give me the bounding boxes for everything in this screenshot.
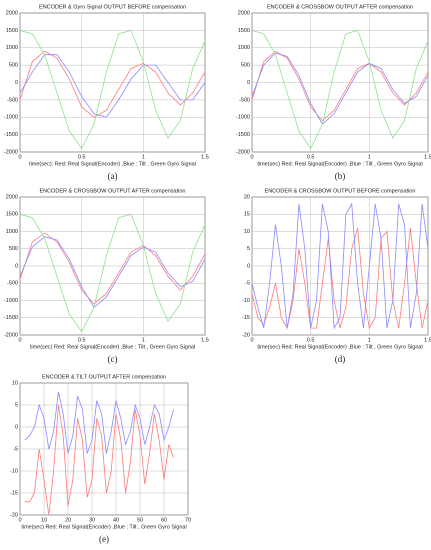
y-tick-label: -20 [242, 332, 250, 338]
y-tick-label: 1000 [6, 45, 18, 51]
caption: (e) [99, 534, 109, 544]
x-axis-label: time(sec) Red: Real Signal(Encoder) ,Blu… [257, 161, 422, 167]
x-tick-label: 1 [368, 337, 371, 343]
y-tick-label: 0 [15, 424, 18, 430]
x-tick-label: 0 [250, 337, 253, 343]
y-tick-label: 2000 [238, 10, 250, 16]
x-tick-label: 1.5 [424, 337, 431, 343]
y-tick-label: -1500 [236, 132, 250, 138]
caption: (c) [108, 354, 118, 364]
y-tick-label: 0 [15, 80, 18, 86]
chart-title: ENCODER & CROSSBOW OUTPUT AFTER compensa… [267, 4, 413, 10]
series-line [251, 227, 429, 330]
y-tick-label: -10 [10, 468, 18, 474]
series-line [19, 54, 206, 118]
caption: (a) [108, 171, 118, 181]
x-tick-label: 60 [161, 517, 167, 523]
y-tick-label: 10 [12, 380, 18, 386]
y-tick-label: 0 [15, 263, 18, 269]
y-tick-label: -10 [242, 298, 250, 304]
series-line [24, 404, 174, 516]
x-tick-label: 0 [250, 154, 253, 160]
y-tick-label: 2000 [6, 10, 18, 16]
x-tick-label: 40 [113, 517, 119, 523]
y-tick-label: -1500 [4, 132, 18, 138]
y-tick-label: 0 [247, 263, 250, 269]
y-tick-label: -1000 [236, 115, 250, 121]
x-tick-label: 0.5 [78, 154, 86, 160]
x-tick-label: 50 [137, 517, 143, 523]
x-tick-label: 1 [368, 154, 371, 160]
y-tick-label: -15 [242, 315, 250, 321]
y-tick-label: 1500 [238, 28, 250, 34]
y-tick-label: 20 [244, 194, 250, 200]
x-tick-label: 0 [18, 154, 21, 160]
y-tick-label: -2000 [4, 332, 18, 338]
y-tick-label: 5 [247, 246, 250, 252]
y-tick-label: -1000 [4, 298, 18, 304]
series-line [24, 391, 174, 454]
x-tick-label: 1.5 [201, 337, 209, 343]
y-tick-label: -5 [245, 281, 250, 287]
x-tick-label: 10 [41, 517, 47, 523]
x-tick-label: 1.5 [424, 154, 431, 160]
series-line [251, 202, 429, 330]
x-axis-label: time(sec) Red: Real Signal(Encoder) ,Blu… [257, 344, 422, 350]
y-tick-label: 1000 [6, 229, 18, 235]
y-tick-label: -2000 [4, 149, 18, 155]
series-line [251, 52, 429, 125]
x-tick-label: 1 [142, 337, 145, 343]
y-tick-label: -500 [7, 281, 18, 287]
chart-title: ENCODER & CROSSBOW OUTPUT BEFORE compens… [265, 188, 416, 194]
chart-title: ENCODER & TILT OUTPUT AFTER compensation [42, 374, 166, 380]
chart-title: ENCODER & CROSSBOW OUTPUT AFTER compensa… [40, 188, 186, 194]
y-tick-label: 1500 [6, 212, 18, 218]
y-tick-label: -2000 [236, 149, 250, 155]
y-tick-label: -15 [10, 490, 18, 496]
x-axis-label: time(sec) Red: Real Signal(Encoder) ,Blu… [21, 524, 186, 530]
x-tick-label: 0.5 [78, 337, 86, 343]
y-tick-label: 1000 [238, 45, 250, 51]
y-tick-label: -500 [239, 97, 250, 103]
x-axis-label: time(sec) Red: Real Signal(Encoder) ,Blu… [30, 344, 195, 350]
series-line [19, 213, 206, 333]
y-tick-label: 1500 [6, 28, 18, 34]
y-tick-label: 0 [247, 80, 250, 86]
series-line [251, 29, 429, 150]
x-tick-label: 0.5 [307, 154, 315, 160]
y-tick-label: 500 [9, 63, 18, 69]
y-tick-label: 15 [244, 212, 250, 218]
caption: (b) [335, 171, 346, 181]
x-tick-label: 0.5 [307, 337, 315, 343]
x-tick-label: 30 [89, 517, 95, 523]
y-tick-label: -20 [10, 512, 18, 518]
y-tick-label: 500 [9, 246, 18, 252]
x-tick-label: 1.5 [201, 154, 209, 160]
x-axis-label: time(sec): Red: Real Signal(Encoder) ,Bl… [29, 161, 196, 167]
series-line [19, 236, 206, 309]
y-tick-label: 2000 [6, 194, 18, 200]
x-tick-label: 70 [185, 517, 191, 523]
y-tick-label: -5 [13, 446, 18, 452]
series-line [19, 232, 206, 305]
y-tick-label: 500 [241, 63, 250, 69]
x-tick-label: 0 [18, 517, 21, 523]
y-tick-label: -500 [7, 97, 18, 103]
x-tick-label: 0 [18, 337, 21, 343]
y-tick-label: -1500 [4, 315, 18, 321]
series-line [19, 29, 206, 150]
y-tick-label: 5 [15, 402, 18, 408]
caption: (d) [335, 354, 346, 364]
x-tick-label: 1 [142, 154, 145, 160]
chart-title: ENCODER & Gyro Signal OUTPUT BEFORE comp… [39, 4, 186, 10]
y-tick-label: 10 [244, 229, 250, 235]
y-tick-label: -1000 [4, 115, 18, 121]
x-tick-label: 20 [65, 517, 71, 523]
